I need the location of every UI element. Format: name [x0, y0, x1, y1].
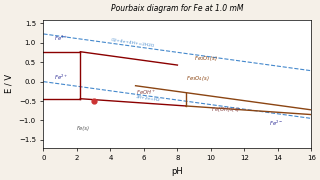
Text: 2H+2e=H2: 2H+2e=H2	[136, 95, 161, 103]
Y-axis label: E / V: E / V	[4, 74, 13, 93]
Text: Fe$^{2+}$: Fe$^{2+}$	[53, 73, 68, 82]
Text: Fe$_3$O$_4$(s): Fe$_3$O$_4$(s)	[186, 74, 210, 83]
Title: Pourbaix diagram for Fe at 1.0 mM: Pourbaix diagram for Fe at 1.0 mM	[111, 4, 244, 13]
Text: Fe(OH)$_2$(s): Fe(OH)$_2$(s)	[211, 105, 240, 114]
Text: FeOH$^+$: FeOH$^+$	[136, 88, 156, 97]
X-axis label: pH: pH	[172, 167, 183, 176]
Text: Fe$^{3+}$: Fe$^{3+}$	[53, 34, 68, 43]
Text: Fe$_2$O$_3$(s): Fe$_2$O$_3$(s)	[194, 54, 218, 63]
Text: Fe(s): Fe(s)	[77, 126, 90, 131]
Text: O2+4e+4H+=2H2O: O2+4e+4H+=2H2O	[110, 38, 155, 48]
Text: Fe$^{2-}$: Fe$^{2-}$	[269, 119, 284, 129]
